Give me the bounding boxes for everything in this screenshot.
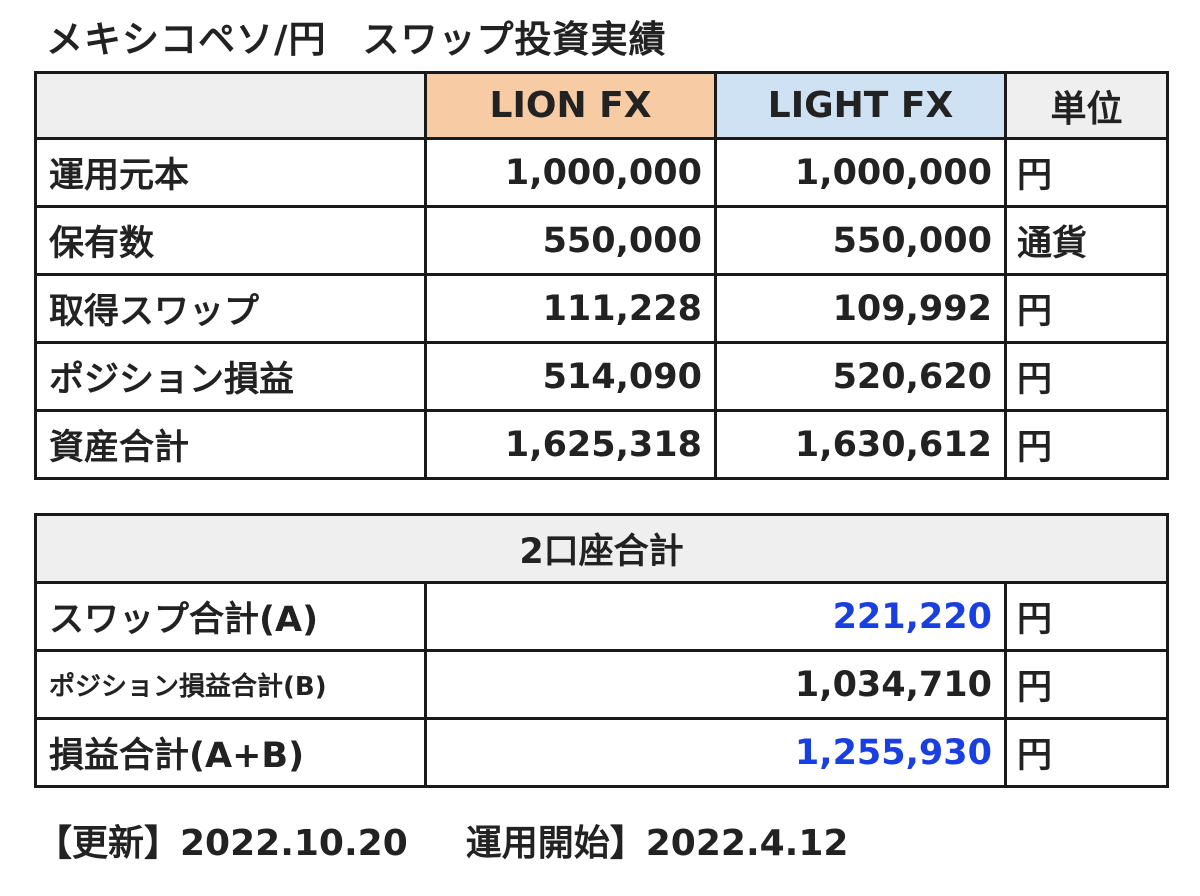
unit-value: 円 [1004,409,1169,480]
summary-table: 2口座合計 スワップ合計(A) 221,220 円 ポジション損益合計(B) 1… [33,513,1170,788]
row-label: 保有数 [34,205,427,276]
lion-value: 550,000 [424,205,717,276]
unit-value: 円 [1003,717,1170,788]
table-row: 資産合計 1,625,318 1,630,612 円 [34,409,1169,480]
footer-dates: 【更新】2022.10.20 運用開始】2022.4.12 [36,818,848,870]
table-row: 損益合計(A+B) 1,255,930 円 [34,717,1170,788]
unit-value: 円 [1004,273,1169,344]
light-value: 1,630,612 [714,409,1007,480]
table-row: 保有数 550,000 550,000 通貨 [34,205,1169,276]
swap-total-value: 221,220 [424,581,1007,652]
table-row: ポジション損益 514,090 520,620 円 [34,341,1169,412]
header-light-fx: LIGHT FX [714,71,1007,140]
row-label: スワップ合計(A) [34,581,427,652]
header-corner-cell [34,71,427,140]
title-subtitle: スワップ投資実績 [362,18,667,61]
unit-value: 円 [1003,649,1170,720]
unit-value: 円 [1003,581,1170,652]
light-value: 520,620 [714,341,1007,412]
summary-header: 2口座合計 [33,513,1170,584]
page-title: メキシコペソ/円 スワップ投資実績 [46,14,667,66]
lion-value: 1,625,318 [424,409,717,480]
light-value: 109,992 [714,273,1007,344]
results-table: LION FX LIGHT FX 単位 運用元本 1,000,000 1,000… [34,71,1169,480]
row-label: ポジション損益合計(B) [34,649,427,720]
updated-date: 【更新】2022.10.20 [36,823,408,864]
row-label: ポジション損益 [34,341,427,412]
light-value: 1,000,000 [714,137,1007,208]
header-unit: 単位 [1004,71,1169,140]
lion-value: 1,000,000 [424,137,717,208]
table-row: スワップ合計(A) 221,220 円 [34,581,1170,652]
table-row: ポジション損益合計(B) 1,034,710 円 [34,649,1170,720]
unit-value: 円 [1004,137,1169,208]
table-row: 取得スワップ 111,228 109,992 円 [34,273,1169,344]
row-label: 運用元本 [34,137,427,208]
row-label: 取得スワップ [34,273,427,344]
unit-value: 通貨 [1004,205,1169,276]
profit-total-value: 1,255,930 [424,717,1007,788]
lion-value: 111,228 [424,273,717,344]
position-total-value: 1,034,710 [424,649,1007,720]
summary-header-row: 2口座合計 [33,513,1170,584]
title-pair: メキシコペソ/円 [46,18,327,61]
unit-value: 円 [1004,341,1169,412]
header-lion-fx: LION FX [424,71,717,140]
results-header-row: LION FX LIGHT FX 単位 [34,71,1169,140]
table-row: 運用元本 1,000,000 1,000,000 円 [34,137,1169,208]
light-value: 550,000 [714,205,1007,276]
start-date: 運用開始】2022.4.12 [465,823,849,864]
lion-value: 514,090 [424,341,717,412]
row-label: 資産合計 [34,409,427,480]
row-label: 損益合計(A+B) [34,717,427,788]
